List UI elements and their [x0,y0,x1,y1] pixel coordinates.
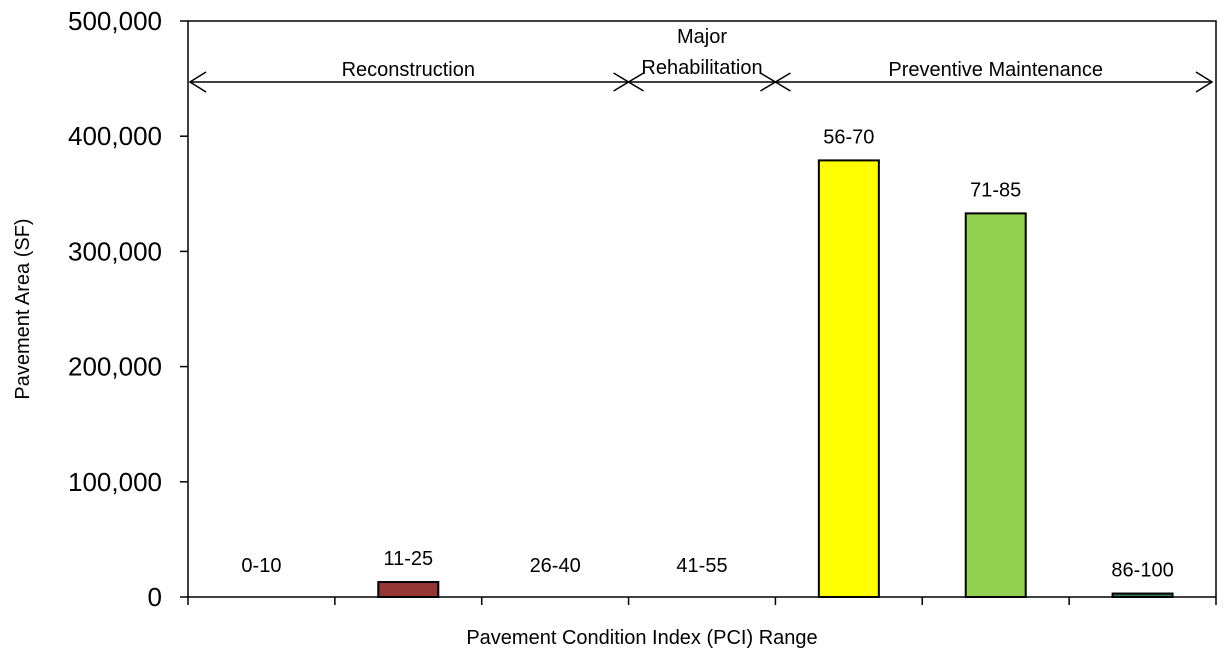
y-tick-label: 0 [148,582,162,612]
zone-annotations: Reconstruction Major Rehabilitation Prevent… [188,26,1214,93]
y-tick-label: 100,000 [68,467,162,497]
zone-boundary-marker [627,72,644,92]
bars [377,159,1174,599]
y-axis: 0 100,000 200,000 300,000 400,000 500,000 [68,6,188,612]
x-axis [187,597,1217,605]
y-tick-label: 200,000 [68,352,162,382]
y-tick-label: 300,000 [68,236,162,266]
zone-label: Reconstruction [342,59,475,81]
data-label-71-85: 71-85 [970,179,1021,201]
plot-frame [187,20,1217,598]
data-label-56-70: 56-70 [823,126,874,148]
zone-arrowhead-right [1195,71,1214,93]
bar-71-85 [964,212,1027,598]
plot-border [187,20,1217,598]
y-tick-label: 400,000 [68,121,162,151]
data-label-41-55: 41-55 [676,555,727,577]
zone-label: Preventive Maintenance [888,59,1103,81]
zone-label-line: Rehabilitation [641,57,762,79]
data-label-11-25: 11-25 [383,548,433,570]
zone-boundary-marker [773,72,791,92]
bar-56-70 [817,159,880,598]
data-label-0-10: 0-10 [241,555,281,577]
bar-86-100 [1111,592,1174,599]
y-axis-title: Pavement Area (SF) [12,218,34,399]
y-tick-label: 500,000 [68,6,162,36]
x-axis-title: Pavement Condition Index (PCI) Range [466,627,817,649]
zone-arrowhead-left [188,71,207,93]
data-labels: 0-10 11-25 26-40 41-55 56-70 71-85 86-100 [241,126,1173,581]
data-label-26-40: 26-40 [530,555,581,577]
zone-label-line: Major [677,26,727,48]
data-label-86-100: 86-100 [1111,560,1173,582]
bar-11-25 [377,581,440,598]
